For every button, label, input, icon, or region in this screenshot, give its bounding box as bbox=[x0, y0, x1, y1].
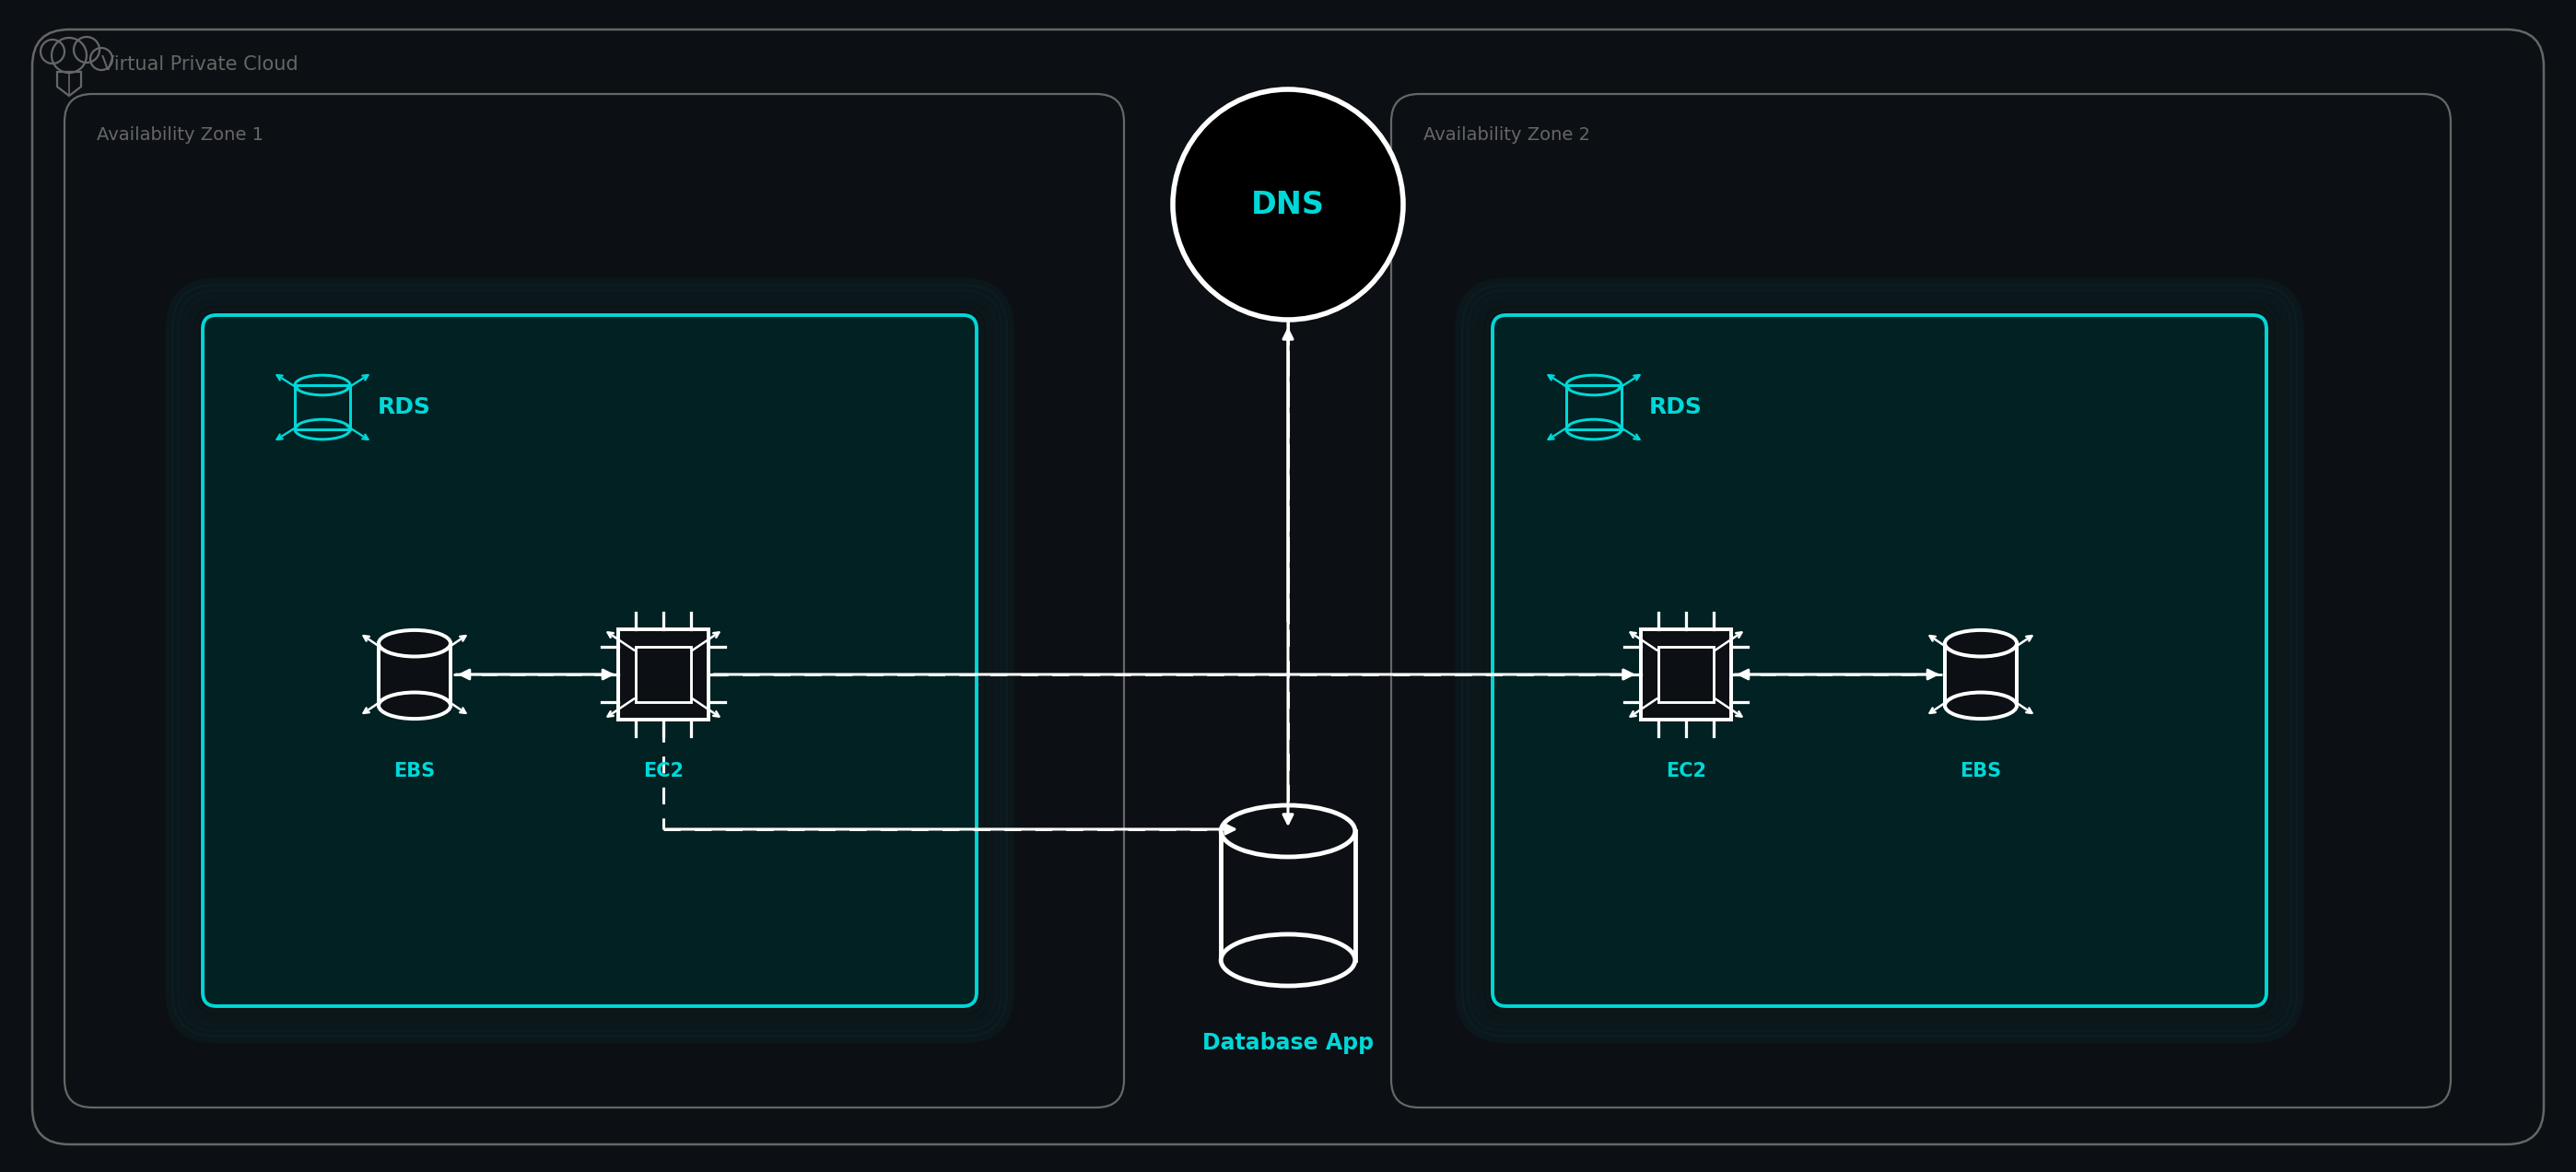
Bar bbox=[1641, 629, 1731, 720]
Text: Availability Zone 2: Availability Zone 2 bbox=[1425, 127, 1589, 144]
Circle shape bbox=[1172, 89, 1404, 320]
Bar bbox=[1221, 831, 1355, 960]
Bar bbox=[1945, 643, 2017, 706]
Ellipse shape bbox=[1945, 693, 2017, 718]
Ellipse shape bbox=[1221, 934, 1355, 986]
Text: Virtual Private Cloud: Virtual Private Cloud bbox=[100, 55, 299, 74]
Text: EBS: EBS bbox=[394, 762, 435, 781]
Bar bbox=[294, 386, 350, 429]
Bar bbox=[1566, 386, 1620, 429]
FancyBboxPatch shape bbox=[204, 315, 976, 1006]
Ellipse shape bbox=[379, 631, 451, 656]
Bar bbox=[379, 643, 451, 706]
FancyBboxPatch shape bbox=[1492, 315, 2267, 1006]
Ellipse shape bbox=[379, 693, 451, 718]
Text: RDS: RDS bbox=[1649, 396, 1703, 418]
Bar bbox=[618, 629, 708, 720]
Bar bbox=[636, 647, 690, 702]
Ellipse shape bbox=[1221, 805, 1355, 857]
Text: Availability Zone 1: Availability Zone 1 bbox=[98, 127, 263, 144]
Text: EC2: EC2 bbox=[644, 762, 683, 781]
Ellipse shape bbox=[1945, 631, 2017, 656]
Text: RDS: RDS bbox=[379, 396, 430, 418]
Text: Database App: Database App bbox=[1203, 1033, 1373, 1054]
Bar bbox=[1659, 647, 1713, 702]
Text: EC2: EC2 bbox=[1667, 762, 1705, 781]
Text: DNS: DNS bbox=[1252, 190, 1324, 220]
Text: EBS: EBS bbox=[1960, 762, 2002, 781]
